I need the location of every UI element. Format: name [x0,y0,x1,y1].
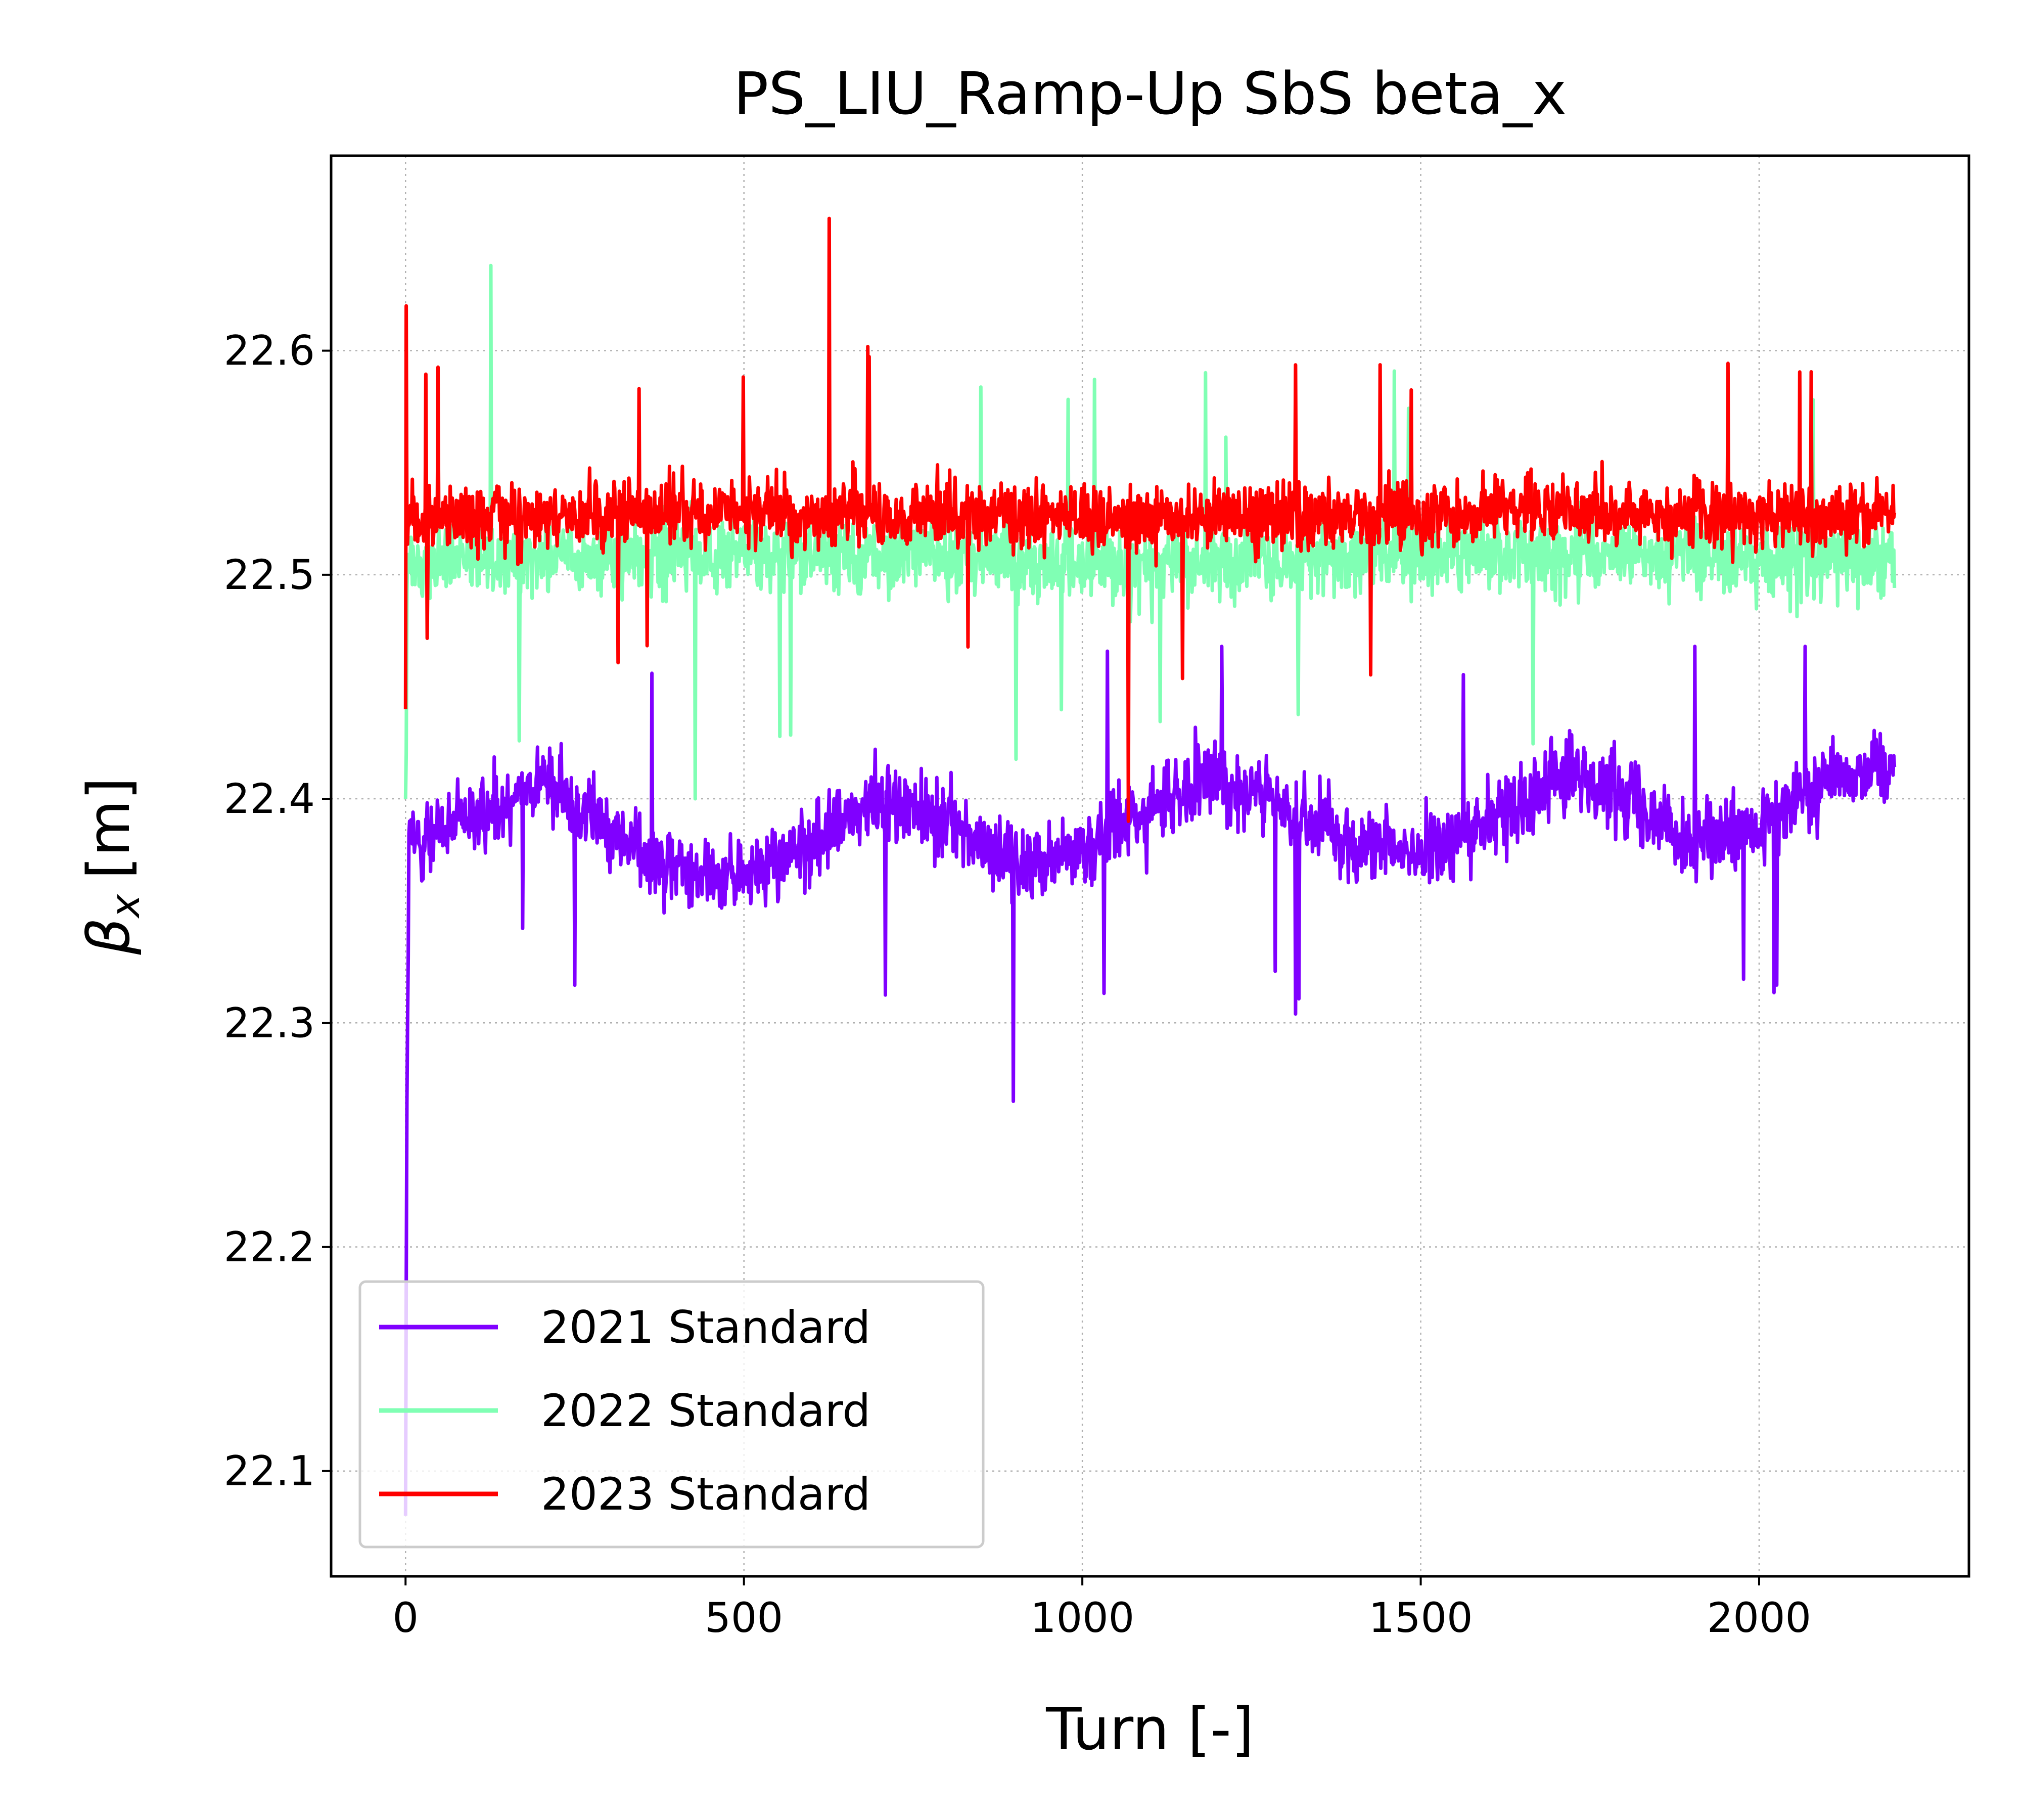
y-tick-label: 22.5 [224,552,315,599]
plot-frame [330,154,1970,1578]
x-tick-label: 2000 [1707,1595,1811,1642]
legend-items: 2021 Standard 2022 Standard 2023 Standard [379,1301,870,1520]
y-axis-label: βx [m] [75,777,149,955]
legend-box [358,1280,985,1549]
chart-title: PS_LIU_Ramp-Up SbS beta_x [733,60,1567,128]
axis-ticks: 0 500 1000 1500 2000 22.1 22.2 22.3 22.4 22.5 22.6 [224,328,1811,1642]
x-tick-label: 1500 [1368,1595,1473,1642]
legend-label: 2022 Standard [541,1385,870,1437]
y-tick-label: 22.6 [224,328,315,375]
x-tick-label: 1000 [1030,1595,1134,1642]
y-axis-subscript: x [103,894,149,919]
legend: 2021 Standard 2022 Standard 2023 Standard [358,1280,985,1549]
x-tick-label: 0 [392,1595,419,1642]
y-axis-unit: [m] [75,777,143,879]
series-line-3 [403,216,1897,823]
series-line-1 [403,645,1897,1516]
y-tick-label: 22.4 [224,776,315,823]
legend-label: 2021 Standard [541,1301,870,1353]
y-tick-label: 22.1 [224,1448,315,1495]
y-axis-symbol: β [75,918,143,955]
x-axis-label: Turn [-] [1045,1696,1254,1763]
x-tick-label: 500 [705,1595,783,1642]
y-tick-label: 22.3 [224,999,315,1047]
legend-label: 2023 Standard [541,1468,870,1520]
series-lines [403,216,1897,1516]
y-tick-label: 22.2 [224,1223,315,1271]
